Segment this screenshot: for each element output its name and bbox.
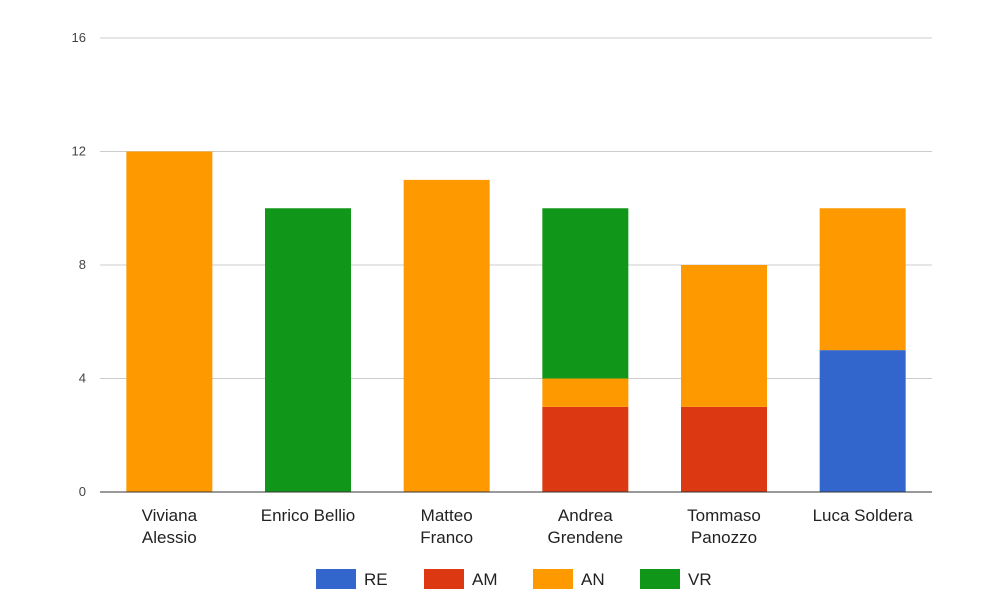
x-category-label: Enrico Bellio <box>261 506 356 525</box>
legend-swatch <box>316 569 356 589</box>
bar-segment-an[interactable] <box>681 265 767 407</box>
x-category-label: Andrea Grendene <box>548 506 624 547</box>
legend-label: AN <box>581 570 605 589</box>
y-tick-label: 0 <box>79 484 86 499</box>
y-tick-label: 8 <box>79 257 86 272</box>
bar-segment-am[interactable] <box>681 406 767 492</box>
y-tick-label: 12 <box>72 144 86 159</box>
legend-item-re[interactable]: RE <box>316 569 388 589</box>
y-tick-label: 16 <box>72 30 86 45</box>
legend-item-vr[interactable]: VR <box>640 569 712 589</box>
legend-swatch <box>640 569 680 589</box>
y-axis-ticks: 0 4 8 12 16 <box>72 30 86 499</box>
legend-swatch <box>424 569 464 589</box>
bar-segment-re[interactable] <box>819 350 906 492</box>
legend[interactable]: RE AM AN VR <box>316 569 712 589</box>
x-axis-labels: Viviana Alessio Enrico Bellio Matteo Franco A… <box>142 506 914 547</box>
legend-label: AM <box>472 570 498 589</box>
x-category-label: Luca Soldera <box>813 506 914 525</box>
bar-segment-am[interactable] <box>542 406 629 492</box>
x-category-label: Matteo Franco <box>420 506 473 547</box>
bar-segment-an[interactable] <box>126 151 213 493</box>
y-tick-label: 4 <box>79 371 86 386</box>
legend-swatch <box>533 569 573 589</box>
legend-label: VR <box>688 570 712 589</box>
legend-item-an[interactable]: AN <box>533 569 605 589</box>
bars <box>126 151 906 493</box>
bar-segment-an[interactable] <box>403 179 490 492</box>
bar-segment-an[interactable] <box>542 378 629 407</box>
bar-segment-an[interactable] <box>819 208 906 351</box>
bar-segment-vr[interactable] <box>542 208 629 379</box>
x-category-label: Tommaso Panozzo <box>687 506 761 547</box>
bar-segment-vr[interactable] <box>265 208 351 492</box>
x-category-label: Viviana Alessio <box>142 506 198 547</box>
legend-label: RE <box>364 570 388 589</box>
gridlines <box>100 37 932 379</box>
legend-item-am[interactable]: AM <box>424 569 498 589</box>
